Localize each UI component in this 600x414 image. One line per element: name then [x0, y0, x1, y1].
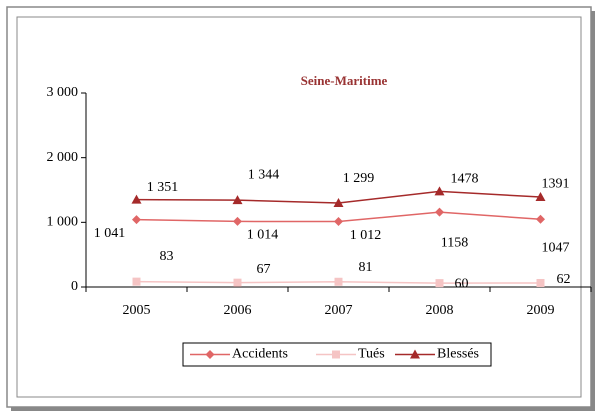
y-tick-label: 3 000: [47, 85, 79, 100]
point: [434, 186, 445, 196]
point: [334, 277, 343, 286]
point: [132, 215, 141, 225]
data-label: 62: [557, 272, 571, 287]
point: [334, 217, 343, 227]
point: [536, 214, 545, 224]
x-tick-label: 2005: [123, 303, 151, 318]
data-label: 1391: [542, 176, 570, 191]
point: [435, 279, 444, 288]
point: [233, 216, 242, 226]
x-tick-label: 2008: [426, 303, 454, 318]
x-tick-label: 2006: [224, 303, 252, 318]
legend-label: Tués: [358, 347, 385, 362]
x-tick-label: 2009: [527, 303, 555, 318]
data-label: 83: [160, 249, 174, 264]
legend-marker: [332, 350, 340, 359]
y-tick-label: 1 000: [47, 215, 79, 230]
x-tick-label: 2007: [325, 303, 353, 318]
data-label: 67: [257, 262, 271, 277]
y-tick-label: 2 000: [47, 150, 79, 165]
point: [232, 195, 243, 205]
data-label: 1 299: [343, 171, 375, 186]
data-label: 1047: [542, 241, 570, 256]
point: [333, 197, 344, 207]
y-tick-label: 0: [71, 279, 78, 294]
data-label: 1 014: [247, 228, 279, 243]
point: [233, 278, 242, 287]
chart-title: Seine-Maritime: [301, 73, 388, 88]
point: [536, 278, 545, 287]
point: [132, 277, 141, 286]
data-label: 1 012: [350, 228, 382, 243]
data-label: 1478: [451, 172, 479, 187]
data-label: 1 041: [94, 226, 126, 241]
data-label: 81: [359, 260, 373, 275]
legend-label: Blessés: [437, 347, 479, 362]
data-label: 1 344: [248, 167, 280, 182]
data-label: 60: [455, 276, 469, 291]
point: [131, 194, 142, 204]
data-label: 1 351: [147, 180, 179, 195]
legend-marker: [205, 350, 215, 359]
point: [535, 192, 546, 202]
data-label: 1158: [441, 235, 468, 250]
legend-marker: [410, 349, 420, 359]
legend-label: Accidents: [232, 347, 288, 362]
plot-frame: [16, 16, 582, 398]
point: [435, 207, 444, 217]
